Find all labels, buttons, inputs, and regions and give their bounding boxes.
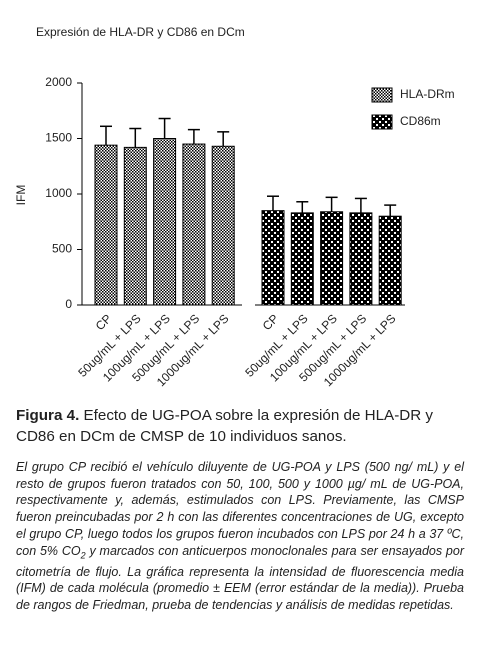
y-axis-label: IFM	[14, 185, 28, 206]
caption-title: Efecto de UG-POA sobre la expresión de H…	[16, 407, 433, 445]
bar	[94, 144, 118, 306]
caption-body: El grupo CP recibió el vehículo diluyent…	[16, 459, 464, 614]
bar	[123, 146, 147, 306]
bar	[261, 210, 285, 306]
bar	[349, 212, 373, 306]
x-tick-label: CP	[260, 311, 282, 333]
chart: Expresión de HLA-DR y CD86 en DCm IFM 0 5…	[14, 25, 455, 389]
y-tick-label: 1500	[45, 131, 72, 145]
caption-text: y marcados con anticuerpos monoclonales …	[16, 543, 464, 613]
y-tick-label: 0	[65, 297, 72, 311]
bar	[211, 145, 235, 306]
caption-label: Figura 4.	[16, 407, 80, 424]
bar	[153, 138, 177, 306]
legend-swatch	[371, 87, 393, 103]
legend-label: HLA-DRm	[400, 87, 455, 101]
legend-swatch	[371, 114, 393, 130]
chart-title: Expresión de HLA-DR y CD86 en DCm	[36, 25, 245, 39]
caption-text: El grupo CP recibió el vehículo diluyent…	[16, 460, 464, 558]
bar	[320, 211, 344, 306]
bar	[378, 215, 402, 306]
caption: Figura 4. Efecto de UG-POA sobre la expr…	[16, 405, 464, 447]
y-tick-label: 1000	[45, 186, 72, 200]
bar	[290, 212, 314, 306]
legend-label: CD86m	[400, 114, 441, 128]
y-tick-label: 2000	[45, 75, 72, 89]
bar	[182, 143, 206, 306]
x-tick-label: CP	[93, 311, 115, 333]
caption-subscript: 2	[80, 550, 86, 561]
y-tick-label: 500	[52, 242, 72, 256]
